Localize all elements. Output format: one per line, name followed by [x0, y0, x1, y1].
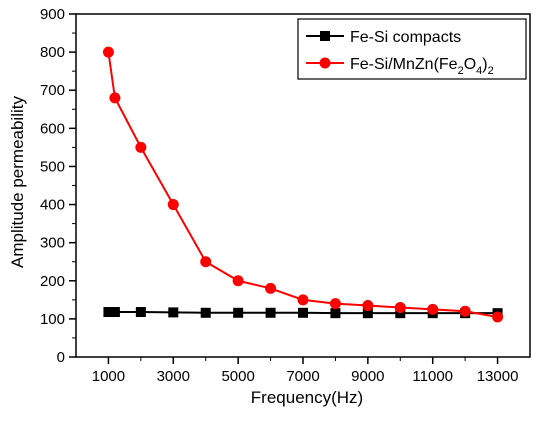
data-point — [362, 308, 373, 319]
x-axis-title: Frequency(Hz) — [251, 388, 363, 407]
series-line — [107, 51, 498, 318]
data-point — [298, 307, 308, 318]
y-tick-label: 600 — [40, 120, 65, 137]
x-tick-label: 11000 — [412, 368, 453, 385]
data-point — [362, 300, 374, 312]
data-point — [109, 307, 120, 318]
legend-label: Fe-Si/MnZn(Fe2O4)2 — [350, 56, 494, 77]
data-point — [167, 199, 179, 211]
y-tick-label: 900 — [40, 6, 65, 23]
series-fe-si-mnzn-ferrite — [102, 46, 504, 323]
x-tick-label: 5000 — [221, 368, 254, 385]
data-point — [200, 307, 211, 318]
data-point — [103, 307, 114, 318]
legend-box — [297, 18, 527, 80]
data-point — [427, 303, 439, 315]
data-point — [232, 275, 244, 287]
plot-area: 1000 3000 5000 7000 9000 11000 13000 0 100 200 300… — [40, 6, 531, 385]
y-tick-label: 0 — [57, 349, 65, 366]
y-axis-title: Amplitude permeability — [8, 96, 27, 268]
legend-marker — [319, 57, 331, 69]
legend-entry: Fe-Si compacts — [306, 29, 461, 46]
data-point — [394, 301, 406, 313]
data-point — [492, 311, 504, 323]
y-tick-label: 800 — [40, 44, 65, 61]
y-tick-label: 200 — [40, 273, 65, 290]
data-point — [200, 256, 212, 268]
series-line — [108, 311, 498, 315]
y-tick-label: 300 — [40, 235, 65, 252]
y-tick-label: 500 — [40, 158, 65, 175]
data-point — [102, 46, 114, 58]
y-tick-label: 400 — [40, 197, 65, 214]
legend-marker — [320, 31, 330, 41]
x-tick-label: 13000 — [477, 368, 519, 385]
legend-entry: Fe-Si/MnZn(Fe2O4)2 — [306, 56, 494, 77]
y-tick-label: 700 — [40, 82, 65, 99]
data-point — [395, 308, 406, 319]
data-point — [168, 307, 179, 318]
y-tick-label: 100 — [40, 311, 65, 328]
data-point — [297, 294, 309, 306]
x-tick-label: 3000 — [157, 368, 190, 385]
data-point — [330, 308, 341, 319]
legend-label: Fe-Si compacts — [350, 29, 461, 46]
data-point — [233, 307, 244, 318]
series-fe-si-compacts — [103, 307, 503, 319]
x-tick-label: 7000 — [286, 368, 319, 385]
x-tick-label: 9000 — [351, 368, 384, 385]
data-point — [459, 305, 471, 317]
x-tick-label: 1000 — [92, 368, 125, 385]
data-point — [265, 282, 277, 294]
data-point — [135, 141, 147, 153]
legend: Fe-Si compacts Fe-Si/MnZn(Fe2O4)2 — [297, 18, 527, 80]
data-point — [109, 92, 121, 104]
data-point — [265, 307, 276, 318]
data-point — [135, 307, 146, 318]
data-point — [329, 298, 341, 310]
